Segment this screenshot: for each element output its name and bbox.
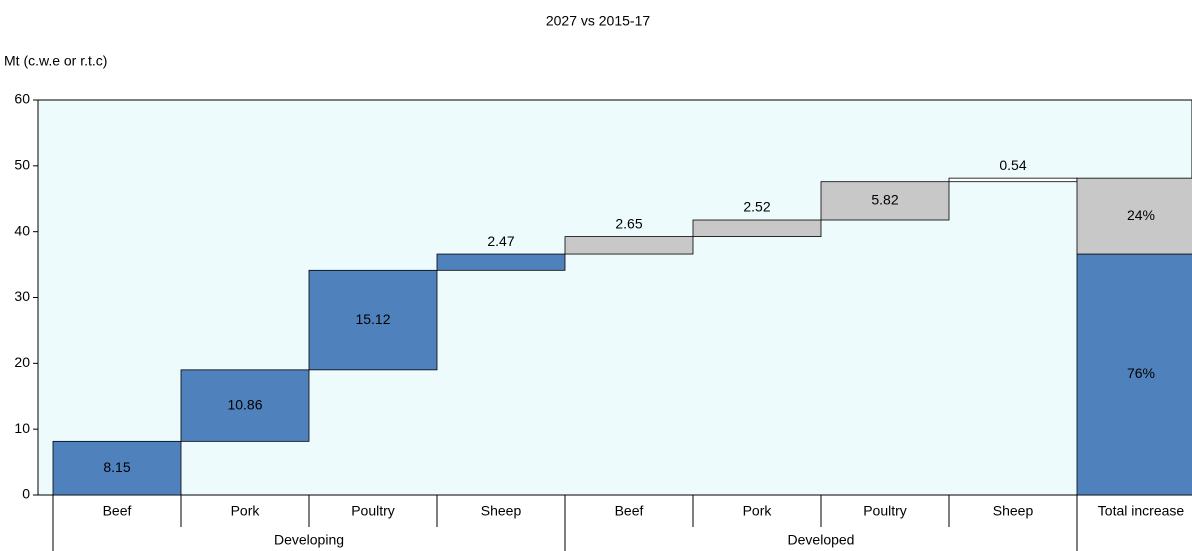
x-tick-label: Pork bbox=[231, 503, 261, 519]
group-label: Developing bbox=[274, 532, 344, 548]
x-tick-label: Beef bbox=[103, 503, 132, 519]
y-tick-label: 40 bbox=[14, 222, 30, 238]
x-tick-label: Total increase bbox=[1098, 503, 1185, 519]
value-label: 2.47 bbox=[487, 233, 514, 249]
value-label: 2.52 bbox=[743, 199, 770, 215]
y-tick-label: 10 bbox=[14, 420, 30, 436]
value-label: 10.86 bbox=[227, 396, 262, 412]
x-tick-label: Poultry bbox=[351, 503, 395, 519]
group-label: Developed bbox=[788, 532, 855, 548]
y-axis-title: Mt (c.w.e or r.t.c) bbox=[4, 53, 107, 69]
x-tick-label: Sheep bbox=[993, 503, 1034, 519]
total-bar-segment bbox=[1076, 177, 1192, 255]
value-label: 15.12 bbox=[355, 311, 390, 327]
x-tick-label: Poultry bbox=[863, 503, 907, 519]
waterfall-bar bbox=[692, 219, 822, 238]
waterfall-bar bbox=[180, 369, 310, 442]
total-share-label: 76% bbox=[1127, 365, 1155, 381]
y-tick-label: 30 bbox=[14, 288, 30, 304]
y-tick-label: 0 bbox=[22, 486, 30, 502]
value-label: 2.65 bbox=[615, 215, 642, 231]
waterfall-bar bbox=[820, 181, 950, 221]
total-share-label: 24% bbox=[1127, 207, 1155, 223]
waterfall-bar bbox=[436, 253, 566, 271]
value-label: 8.15 bbox=[103, 459, 130, 475]
value-label: 0.54 bbox=[999, 157, 1026, 173]
waterfall-bar bbox=[308, 269, 438, 371]
waterfall-bar bbox=[52, 440, 182, 496]
x-tick-label: Sheep bbox=[481, 503, 522, 519]
chart-title: 2027 vs 2015-17 bbox=[546, 13, 651, 29]
waterfall-bar bbox=[948, 177, 1078, 183]
waterfall-bar bbox=[564, 236, 694, 255]
y-tick-label: 60 bbox=[14, 91, 30, 107]
x-tick-label: Beef bbox=[615, 503, 644, 519]
value-label: 5.82 bbox=[871, 192, 898, 208]
y-tick-label: 20 bbox=[14, 354, 30, 370]
x-tick-label: Pork bbox=[743, 503, 773, 519]
y-tick-label: 50 bbox=[14, 157, 30, 173]
